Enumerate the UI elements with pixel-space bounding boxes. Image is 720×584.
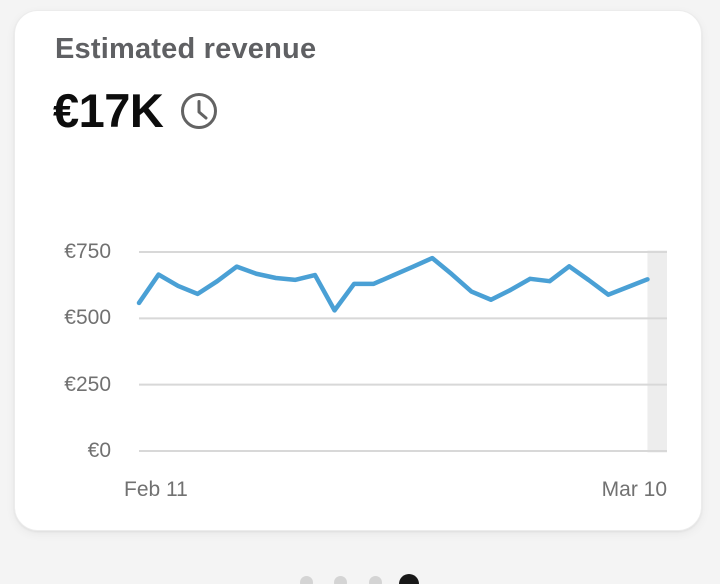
revenue-value: €17K	[53, 84, 164, 137]
metric-value-row: €17K	[53, 85, 219, 137]
revenue-line-series[interactable]	[136, 255, 650, 313]
estimated-revenue-card[interactable]: Estimated revenue €17K €750 €500 €250 €0…	[14, 10, 702, 531]
y-axis-tick-500: €500	[64, 306, 111, 329]
x-axis-tick-end: Mar 10	[601, 478, 667, 501]
incomplete-data-band	[647, 250, 667, 453]
revenue-chart[interactable]: €750 €500 €250 €0 Feb 11 Mar 10	[15, 11, 703, 532]
carousel-dot-1[interactable]	[299, 576, 313, 584]
carousel-dot-2[interactable]	[334, 576, 347, 584]
carousel-dot-3[interactable]	[368, 576, 382, 584]
y-axis-tick-250: €250	[64, 373, 111, 396]
card-title: Estimated revenue	[55, 33, 317, 65]
revenue-line-chart-svg[interactable]	[15, 11, 703, 532]
clock-icon	[181, 93, 218, 129]
y-axis-tick-750: €750	[64, 240, 111, 263]
carousel-dot-4[interactable]	[399, 574, 419, 584]
y-axis-tick-0: €0	[87, 439, 111, 462]
x-axis-tick-start: Feb 11	[124, 478, 188, 501]
